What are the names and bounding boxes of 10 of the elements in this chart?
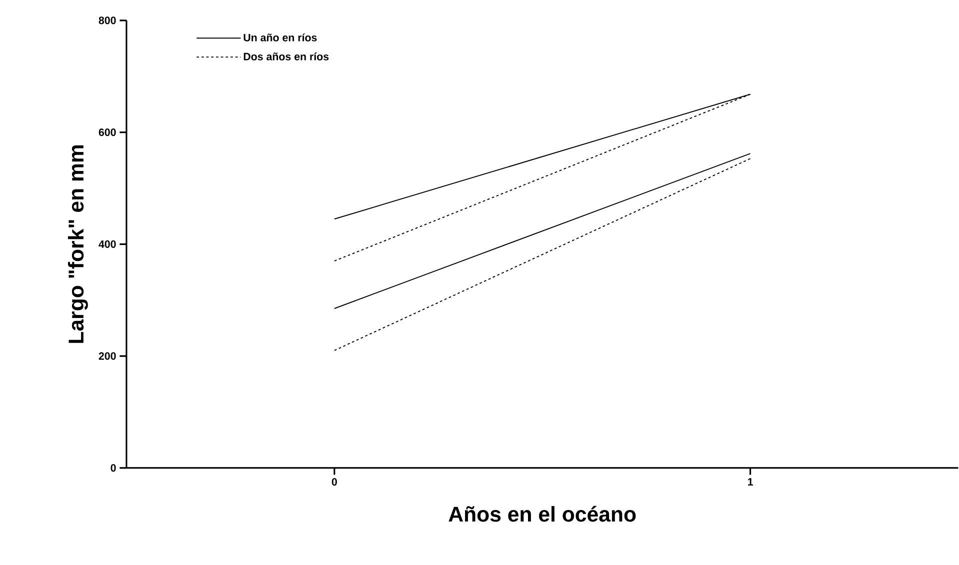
y-tick-label: 600 [98, 128, 116, 136]
y-tick-label: 400 [98, 240, 116, 248]
y-tick-label: 200 [98, 352, 116, 360]
x-tick-label: 1 [748, 478, 753, 486]
y-tick-label: 800 [98, 16, 116, 24]
legend-label: Un año en ríos [244, 33, 317, 42]
y-axis-title: Largo "fork" en mm [68, 145, 88, 343]
x-axis-title: Años en el océano [448, 506, 636, 522]
y-tick-label: 0 [110, 464, 116, 472]
legend-label: Dos años en ríos [244, 52, 329, 60]
